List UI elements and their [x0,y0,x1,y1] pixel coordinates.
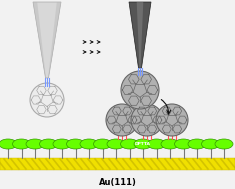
Ellipse shape [188,139,206,149]
Ellipse shape [0,139,17,149]
Circle shape [121,71,159,109]
Ellipse shape [26,139,44,149]
Text: Au(111): Au(111) [98,178,137,187]
Ellipse shape [215,139,233,149]
Text: DPTTA: DPTTA [135,142,151,146]
Ellipse shape [107,139,125,149]
Ellipse shape [53,139,71,149]
Ellipse shape [121,139,138,149]
Ellipse shape [148,139,165,149]
Ellipse shape [161,139,179,149]
Polygon shape [48,2,61,78]
FancyArrowPatch shape [161,100,171,114]
Ellipse shape [39,139,58,149]
FancyBboxPatch shape [0,158,235,170]
Circle shape [156,104,188,136]
Circle shape [106,104,138,136]
Circle shape [131,104,163,136]
Polygon shape [137,2,143,68]
Ellipse shape [67,139,85,149]
Polygon shape [33,2,46,78]
Circle shape [30,83,64,117]
Ellipse shape [80,139,98,149]
Polygon shape [33,2,61,78]
Ellipse shape [134,139,152,149]
Ellipse shape [12,139,31,149]
Ellipse shape [175,139,192,149]
Polygon shape [129,2,151,68]
Ellipse shape [201,139,219,149]
Ellipse shape [94,139,111,149]
